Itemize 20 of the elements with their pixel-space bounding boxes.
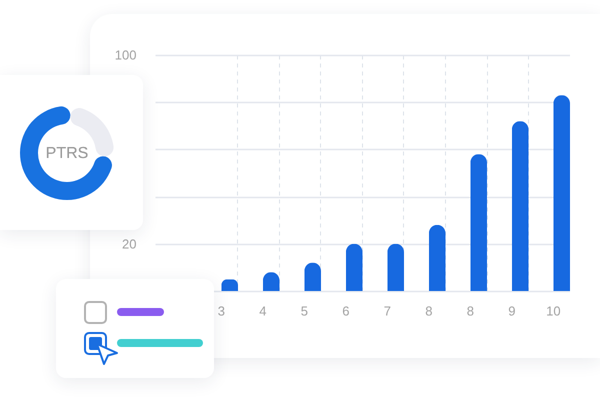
x-tick-label: 8 xyxy=(466,304,474,318)
x-tick-label: 8 xyxy=(425,304,433,318)
bar xyxy=(512,121,528,291)
text: PTRS xyxy=(46,145,88,162)
bar xyxy=(553,95,570,291)
y-tick-label: 20 xyxy=(122,236,136,252)
donut-slice xyxy=(20,106,112,200)
x-tick-label: 6 xyxy=(342,304,350,318)
bar xyxy=(387,244,404,291)
x-tick-label: 5 xyxy=(300,304,308,318)
bar xyxy=(304,262,321,291)
bar xyxy=(346,244,362,291)
x-tick-label: 7 xyxy=(384,304,392,318)
x-tick-label: 10 xyxy=(546,304,561,318)
y-tick-label: 100 xyxy=(114,48,136,62)
x-tick-label: 3 xyxy=(218,304,226,318)
x-tick-label: 4 xyxy=(259,304,267,318)
x-tick-label: 9 xyxy=(508,304,516,318)
bar xyxy=(428,224,446,291)
bar xyxy=(470,154,487,291)
